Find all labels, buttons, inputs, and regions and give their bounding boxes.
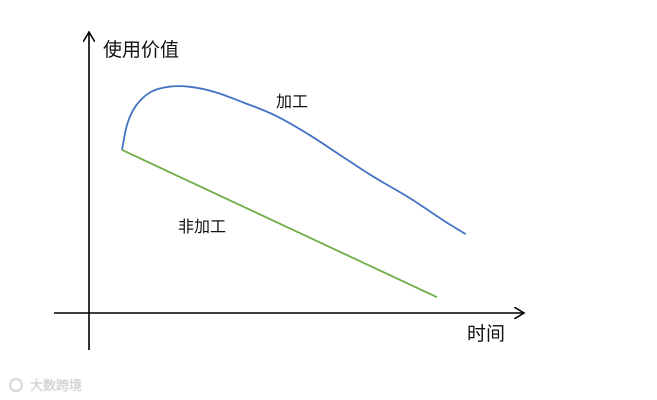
series-label-feijiagong: 非加工	[178, 217, 226, 236]
y-axis-label: 使用价值	[103, 39, 179, 61]
watermark-logo-icon	[9, 378, 23, 392]
series-label-jiagong: 加工	[276, 92, 308, 111]
series-line-jiagong	[121, 85, 467, 235]
x-axis-label: 时间	[467, 323, 505, 345]
watermark-text: 大数跨境	[30, 378, 82, 394]
series-line-feijiagong	[121, 149, 438, 299]
watermark: 大数跨境	[9, 378, 82, 394]
